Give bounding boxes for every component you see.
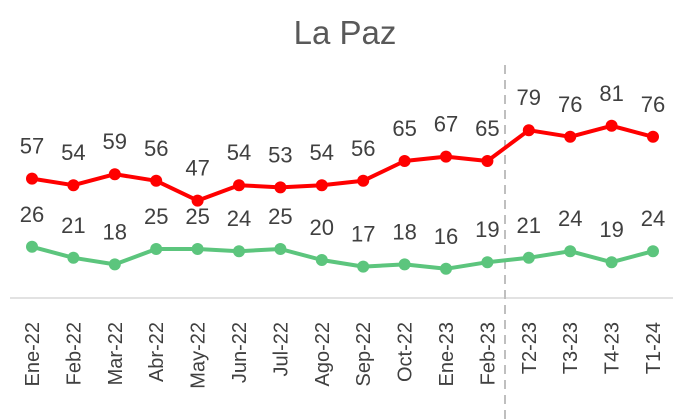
data-label: 21 — [61, 213, 85, 238]
data-label: 25 — [268, 204, 292, 229]
data-label: 65 — [475, 116, 499, 141]
x-tick-label: Ene-22 — [22, 322, 44, 387]
data-label: 19 — [475, 217, 499, 242]
data-label: 25 — [185, 204, 209, 229]
data-label: 53 — [268, 142, 292, 167]
data-point — [398, 258, 411, 271]
data-label: 18 — [103, 219, 127, 244]
series-line — [31, 244, 654, 271]
x-tick-label: Sep-22 — [353, 322, 375, 387]
data-label: 21 — [517, 213, 541, 238]
data-label: 54 — [310, 140, 334, 165]
x-tick-label: Ago-22 — [312, 322, 334, 387]
data-label: 24 — [227, 206, 251, 231]
data-label: 16 — [434, 224, 458, 249]
data-point — [647, 245, 659, 258]
data-point — [108, 168, 121, 181]
data-point — [357, 174, 370, 187]
data-point — [522, 251, 535, 264]
data-point — [150, 174, 163, 187]
data-point — [647, 130, 659, 143]
data-label: 47 — [185, 156, 209, 181]
data-label: 56 — [144, 136, 168, 161]
chart-title: La Paz — [294, 14, 397, 51]
data-point — [315, 254, 328, 266]
data-point — [564, 245, 577, 258]
x-tick-label: Abr-22 — [146, 322, 168, 382]
data-point — [26, 172, 38, 185]
x-tick-label: Jul-22 — [270, 322, 292, 376]
data-label: 54 — [227, 140, 251, 165]
x-tick-label: T3-23 — [560, 322, 582, 374]
data-label: 20 — [310, 215, 334, 240]
data-point — [481, 256, 494, 269]
data-point — [522, 124, 535, 137]
data-point — [26, 240, 38, 253]
data-label: 56 — [351, 136, 375, 161]
data-label: 65 — [392, 116, 416, 141]
data-point — [150, 243, 163, 255]
x-tick-label: Feb-22 — [63, 322, 85, 385]
series-line — [31, 123, 654, 203]
data-label: 81 — [599, 81, 623, 106]
x-tick-label: Feb-23 — [477, 322, 499, 385]
data-label: 25 — [144, 204, 168, 229]
data-label: 79 — [517, 85, 541, 110]
data-label: 24 — [641, 206, 665, 231]
data-label: 18 — [392, 219, 416, 244]
data-point — [315, 179, 328, 192]
data-point — [440, 150, 452, 163]
data-point — [274, 243, 287, 255]
data-label: 57 — [20, 134, 44, 159]
data-point — [398, 155, 411, 167]
x-tick-label: T4-23 — [602, 322, 624, 374]
x-tick-label: T1-24 — [643, 322, 665, 374]
data-label: 17 — [351, 222, 375, 247]
data-point — [67, 179, 80, 192]
x-tick-label: May-22 — [188, 322, 210, 389]
data-point — [67, 251, 80, 264]
data-point — [191, 243, 204, 255]
data-label: 67 — [434, 112, 458, 137]
x-tick-label: Ene-23 — [436, 322, 458, 387]
x-tick-label: Jun-22 — [229, 322, 251, 383]
data-label: 26 — [20, 202, 44, 227]
data-point — [357, 260, 370, 273]
data-point — [481, 155, 494, 167]
data-point — [440, 262, 452, 275]
data-point — [274, 181, 287, 194]
data-point — [233, 179, 245, 192]
x-tick-label: T2-23 — [519, 322, 541, 374]
data-label: 76 — [558, 92, 582, 117]
data-point — [233, 245, 245, 258]
data-label: 24 — [558, 206, 582, 231]
data-point — [108, 258, 121, 271]
data-label: 19 — [599, 217, 623, 242]
data-point — [605, 119, 618, 132]
data-label: 76 — [641, 92, 665, 117]
data-label: 59 — [103, 129, 127, 154]
x-tick-label: Mar-22 — [105, 322, 127, 385]
data-label: 54 — [61, 140, 85, 165]
x-tick-label: Oct-22 — [395, 322, 417, 382]
data-point — [564, 130, 577, 143]
data-point — [191, 194, 204, 207]
data-point — [605, 256, 618, 269]
